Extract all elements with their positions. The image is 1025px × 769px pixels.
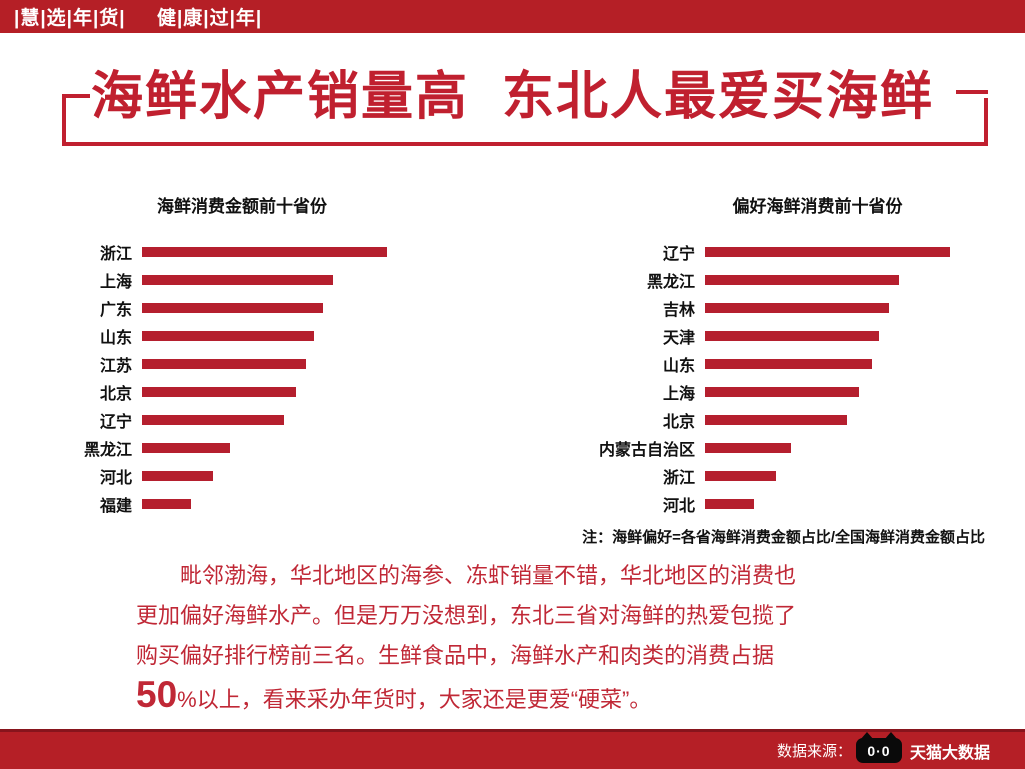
chart-row: 山东 <box>593 350 973 378</box>
bar <box>705 415 847 425</box>
category-label: 黑龙江 <box>83 442 132 459</box>
bar <box>705 471 776 481</box>
title-frame-decoration <box>62 90 988 146</box>
bar <box>705 499 754 509</box>
chart-footnote: 注：海鲜偏好=各省海鲜消费金额占比/全国海鲜消费金额占比 <box>582 529 985 546</box>
bar <box>705 331 879 341</box>
chart-row: 天津 <box>593 322 973 350</box>
brand-name: 天猫大数据 <box>909 744 990 762</box>
tmall-cat-logo-icon: 0·0 <box>855 732 902 763</box>
category-label: 江苏 <box>99 358 132 375</box>
chart-row: 吉林 <box>593 294 973 322</box>
bar <box>705 387 859 397</box>
category-label: 上海 <box>662 386 695 403</box>
seafood-spend-chart: 浙江上海广东山东江苏北京辽宁黑龙江河北福建 <box>60 238 400 518</box>
chart-row: 北京 <box>60 378 400 406</box>
chart-row: 上海 <box>60 266 400 294</box>
bar <box>142 247 387 257</box>
paragraph-line-rest: %以上，看来采办年货时，大家还是更爱“硬菜”。 <box>177 687 652 712</box>
chart-row: 黑龙江 <box>593 266 973 294</box>
chart-row: 河北 <box>593 490 973 518</box>
category-label: 广东 <box>99 302 132 319</box>
category-label: 黑龙江 <box>646 274 695 291</box>
chart-row: 广东 <box>60 294 400 322</box>
chart-row: 内蒙古自治区 <box>593 434 973 462</box>
bar <box>142 303 323 313</box>
bar <box>142 443 230 453</box>
chart-row: 浙江 <box>60 238 400 266</box>
chart-row: 江苏 <box>60 350 400 378</box>
chart-row: 福建 <box>60 490 400 518</box>
chart-row: 河北 <box>60 462 400 490</box>
bar <box>142 499 191 509</box>
bar <box>705 275 899 285</box>
category-label: 山东 <box>662 358 695 375</box>
right-chart-title: 偏好海鲜消费前十省份 <box>732 197 903 216</box>
bar <box>705 303 889 313</box>
commentary-paragraph: 毗邻渤海，华北地区的海参、冻虾销量不错，华北地区的消费也 更加偏好海鲜水产。但是… <box>136 556 911 720</box>
chart-row: 上海 <box>593 378 973 406</box>
chart-row: 北京 <box>593 406 973 434</box>
top-banner: |慧|选|年|货| 健|康|过|年| <box>0 0 1025 33</box>
bar <box>142 471 213 481</box>
paragraph-line: 购买偏好排行榜前三名。生鲜食品中，海鲜水产和肉类的消费占据 <box>136 643 775 668</box>
category-label: 天津 <box>662 330 695 347</box>
bar <box>142 275 333 285</box>
category-label: 北京 <box>662 414 695 431</box>
category-label: 吉林 <box>662 302 695 319</box>
category-label: 浙江 <box>99 246 132 263</box>
bar <box>705 359 872 369</box>
chart-row: 辽宁 <box>60 406 400 434</box>
category-label: 河北 <box>662 498 695 515</box>
left-chart-title: 海鲜消费金额前十省份 <box>157 197 327 216</box>
bar <box>142 415 284 425</box>
bar <box>142 359 306 369</box>
category-label: 福建 <box>99 498 132 515</box>
category-label: 辽宁 <box>99 414 132 431</box>
category-label: 河北 <box>99 470 132 487</box>
paragraph-line: 50%以上，看来采办年货时，大家还是更爱“硬菜”。 <box>136 676 911 720</box>
bar <box>142 387 296 397</box>
paragraph-line: 更加偏好海鲜水产。但是万万没想到，东北三省对海鲜的热爱包揽了 <box>136 603 797 628</box>
bar <box>705 247 950 257</box>
category-label: 北京 <box>99 386 132 403</box>
category-label: 山东 <box>99 330 132 347</box>
category-label: 内蒙古自治区 <box>598 442 695 459</box>
seafood-preference-chart: 辽宁黑龙江吉林天津山东上海北京内蒙古自治区浙江河北 <box>593 238 973 518</box>
banner-slogan: |慧|选|年|货| 健|康|过|年| <box>14 8 263 29</box>
paragraph-line: 毗邻渤海，华北地区的海参、冻虾销量不错，华北地区的消费也 <box>180 563 797 588</box>
chart-row: 黑龙江 <box>60 434 400 462</box>
highlight-percentage: 50 <box>136 674 178 715</box>
bar <box>142 331 314 341</box>
data-source-label: 数据来源： <box>776 743 852 760</box>
page-title: 海鲜水产销量高 东北人最爱买海鲜 <box>91 68 934 126</box>
category-label: 浙江 <box>662 470 695 487</box>
bar <box>705 443 791 453</box>
chart-row: 辽宁 <box>593 238 973 266</box>
footer-bar: 数据来源： 0·0 天猫大数据 <box>0 729 1025 769</box>
chart-row: 浙江 <box>593 462 973 490</box>
category-label: 上海 <box>99 274 132 291</box>
chart-row: 山东 <box>60 322 400 350</box>
category-label: 辽宁 <box>662 246 695 263</box>
